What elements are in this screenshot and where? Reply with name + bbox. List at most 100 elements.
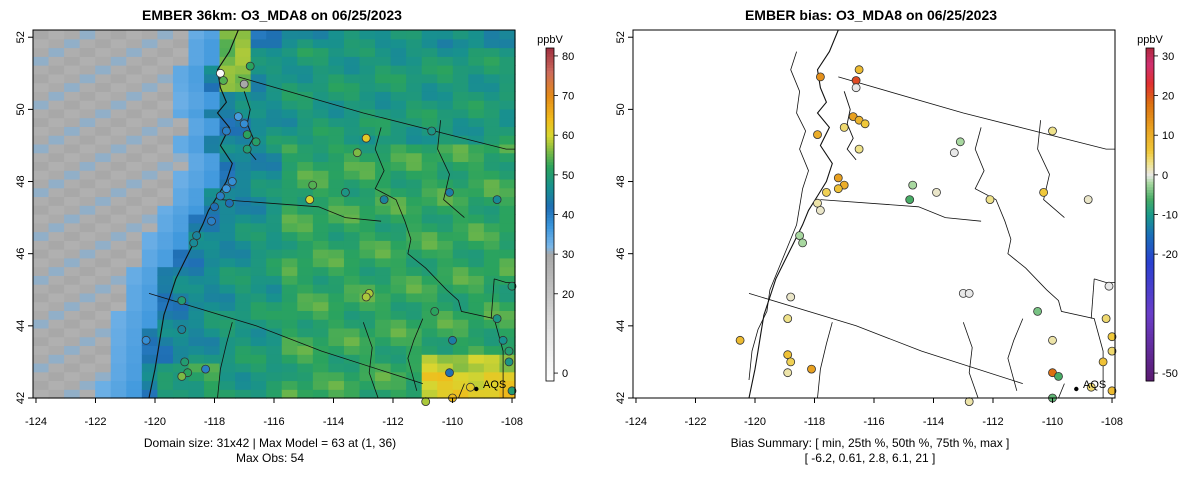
- grid-cell: [375, 108, 392, 119]
- grid-cell: [499, 389, 516, 399]
- colorbar-segment: [546, 322, 554, 326]
- grid-cell: [48, 240, 65, 250]
- grid-cell: [343, 108, 361, 119]
- grid-cell: [297, 82, 314, 92]
- station-point: [1083, 195, 1093, 205]
- grid-cell: [483, 73, 501, 84]
- grid-cell: [421, 240, 438, 250]
- grid-cell: [33, 170, 50, 180]
- colorbar-segment: [1146, 111, 1154, 116]
- grid-cell: [359, 257, 376, 268]
- grid-cell: [141, 266, 158, 276]
- grid-cell: [235, 275, 252, 285]
- grid-cell: [468, 205, 485, 215]
- station-point: [932, 187, 941, 197]
- grid-cell: [250, 126, 267, 136]
- grid-cell: [250, 38, 267, 49]
- grid-cell: [328, 327, 345, 338]
- grid-cell: [437, 38, 454, 49]
- colorbar-segment: [546, 367, 554, 371]
- grid-cell: [421, 135, 438, 145]
- grid-cell: [468, 380, 485, 390]
- grid-cell: [499, 82, 516, 92]
- grid-cell: [406, 143, 423, 154]
- grid-cell: [297, 126, 314, 136]
- grid-cell: [126, 336, 143, 347]
- boundary-line: [217, 322, 233, 399]
- grid-cell: [219, 205, 236, 215]
- grid-cell: [499, 187, 516, 198]
- grid-cell: [343, 91, 361, 101]
- grid-cell: [406, 65, 423, 75]
- grid-cell: [79, 354, 96, 364]
- station-point: [964, 288, 974, 298]
- grid-cell: [157, 65, 174, 75]
- grid-cell: [188, 82, 205, 92]
- grid-cell: [297, 371, 314, 382]
- colorbar-segment: [1146, 89, 1154, 93]
- grid-cell: [421, 56, 438, 66]
- grid-cell: [204, 266, 221, 276]
- grid-cell: [281, 214, 298, 224]
- grid-cell: [468, 82, 485, 92]
- grid-cell: [33, 240, 50, 250]
- grid-cell: [157, 301, 174, 311]
- grid-cell: [281, 231, 298, 241]
- grid-cell: [343, 389, 361, 399]
- grid-cell: [390, 178, 407, 189]
- grid-cell: [33, 214, 50, 224]
- grid-cell: [468, 108, 485, 119]
- grid-cell: [359, 143, 376, 154]
- grid-cell: [157, 161, 174, 171]
- grid-cell: [79, 65, 96, 75]
- grid-cell: [33, 126, 50, 136]
- grid-cell: [64, 292, 81, 303]
- grid-cell: [406, 389, 423, 399]
- grid-cell: [204, 354, 221, 364]
- grid-cell: [281, 161, 298, 171]
- station-point: [955, 137, 965, 147]
- grid-cell: [343, 371, 361, 382]
- colorbar-segment: [546, 247, 554, 252]
- grid-cell: [406, 319, 423, 329]
- grid-cell: [48, 205, 65, 215]
- grid-cell: [312, 143, 330, 154]
- colorbar-segment: [546, 189, 554, 193]
- grid-cell: [64, 56, 81, 66]
- grid-cell: [390, 161, 407, 171]
- grid-cell: [312, 336, 330, 347]
- grid-cell: [172, 135, 190, 145]
- grid-cell: [204, 310, 221, 320]
- grid-cell: [375, 284, 392, 294]
- grid-cell: [468, 187, 485, 198]
- grid-cell: [157, 196, 174, 206]
- grid-cell: [250, 371, 267, 382]
- colorbar-segment: [546, 303, 554, 307]
- grid-cell: [219, 56, 236, 66]
- colorbar-segment: [1146, 145, 1154, 149]
- grid-cell: [281, 73, 298, 84]
- grid-cell: [157, 354, 174, 364]
- grid-cell: [172, 82, 190, 92]
- grid-cell: [250, 214, 267, 224]
- grid-cell: [141, 284, 158, 294]
- grid-cell: [141, 100, 158, 110]
- grid-cell: [204, 336, 221, 347]
- colorbar-segment: [1146, 314, 1154, 318]
- grid-cell: [297, 117, 314, 127]
- colorbar-segment: [546, 364, 554, 368]
- grid-cell: [281, 327, 298, 338]
- grid-cell: [126, 301, 143, 311]
- grid-cell: [64, 30, 81, 40]
- colorbar-segment: [1146, 195, 1154, 199]
- grid-cell: [141, 152, 158, 163]
- grid-cell: [141, 170, 158, 180]
- grid-cell: [48, 135, 65, 145]
- grid-cell: [33, 310, 50, 320]
- grid-cell: [390, 327, 407, 338]
- grid-cell: [343, 117, 361, 127]
- grid-cell: [483, 292, 501, 303]
- colorbar-segment: [1146, 228, 1154, 232]
- colorbar-segment: [546, 125, 554, 129]
- grid-cell: [468, 354, 485, 364]
